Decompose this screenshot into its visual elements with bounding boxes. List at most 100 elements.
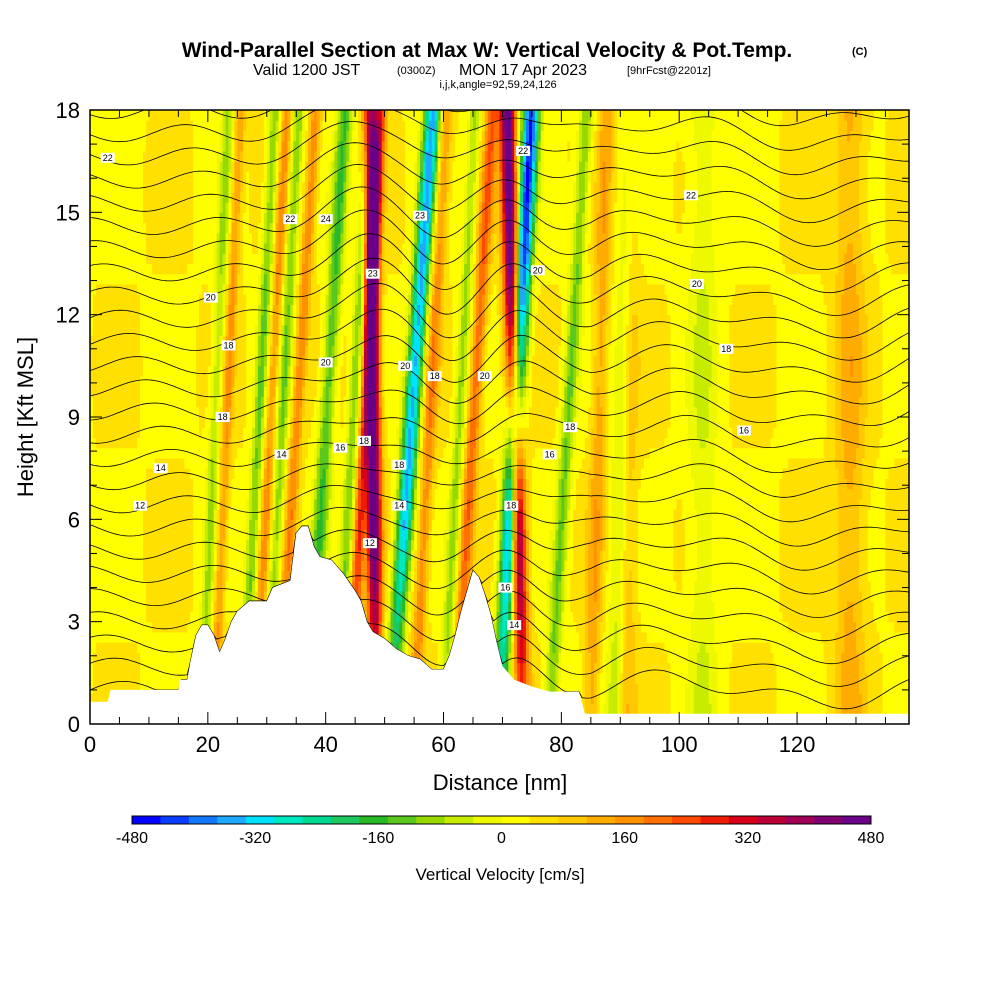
velocity-cell <box>266 498 271 510</box>
velocity-cell <box>119 457 123 469</box>
velocity-cell <box>213 570 218 582</box>
velocity-cell <box>92 498 97 510</box>
velocity-cell <box>284 314 288 326</box>
velocity-cell <box>322 498 327 510</box>
velocity-cell <box>122 539 126 551</box>
velocity-cell <box>134 621 138 633</box>
velocity-cell <box>231 580 235 592</box>
velocity-cell <box>296 120 300 131</box>
velocity-cell <box>225 243 229 254</box>
velocity-cell <box>140 591 144 602</box>
velocity-cell <box>140 611 144 623</box>
velocity-cell <box>92 509 97 520</box>
velocity-cell <box>225 181 229 193</box>
velocity-cell <box>113 509 118 520</box>
velocity-cell <box>101 611 106 623</box>
velocity-cell <box>222 355 227 367</box>
velocity-cell <box>178 672 182 684</box>
velocity-cell <box>184 662 188 674</box>
velocity-cell <box>257 519 262 531</box>
velocity-cell <box>134 365 138 377</box>
velocity-cell <box>207 621 212 633</box>
velocity-cell <box>255 345 259 357</box>
velocity-cell <box>216 642 221 653</box>
velocity-cell <box>269 150 274 162</box>
velocity-cell <box>260 191 265 203</box>
velocity-cell <box>190 601 194 612</box>
velocity-cell <box>172 652 176 664</box>
velocity-cell <box>160 304 165 316</box>
velocity-cell <box>272 488 277 500</box>
velocity-cell <box>163 171 168 183</box>
velocity-cell <box>199 396 203 408</box>
velocity-cell <box>237 417 241 428</box>
velocity-cell <box>281 222 285 234</box>
velocity-cell <box>263 202 268 213</box>
velocity-cell <box>131 212 135 224</box>
velocity-cell <box>207 376 212 387</box>
velocity-cell <box>219 171 224 183</box>
velocity-cell <box>90 693 94 705</box>
velocity-cell <box>213 355 218 367</box>
velocity-cell <box>225 488 229 500</box>
velocity-cell <box>302 376 306 387</box>
velocity-cell <box>128 550 132 561</box>
velocity-cell <box>125 396 129 408</box>
velocity-cell <box>299 457 303 469</box>
velocity-cell <box>181 345 185 357</box>
velocity-cell <box>240 376 244 387</box>
velocity-cell <box>222 519 227 531</box>
velocity-cell <box>122 591 126 602</box>
velocity-cell <box>299 140 303 152</box>
velocity-cell <box>246 294 250 305</box>
velocity-cell <box>266 560 271 572</box>
velocity-cell <box>213 437 218 449</box>
velocity-cell <box>201 130 206 142</box>
velocity-cell <box>134 130 138 142</box>
velocity-cell <box>210 601 215 612</box>
velocity-cell <box>166 539 171 551</box>
velocity-cell <box>204 110 209 121</box>
velocity-cell <box>90 120 94 131</box>
velocity-cell <box>169 140 173 152</box>
velocity-cell <box>163 529 168 541</box>
velocity-cell <box>169 550 173 561</box>
velocity-cell <box>163 417 168 428</box>
velocity-cell <box>128 376 132 387</box>
velocity-cell <box>207 365 212 377</box>
velocity-cell <box>101 181 106 193</box>
velocity-cell <box>231 427 235 438</box>
velocity-cell <box>207 191 212 203</box>
velocity-cell <box>104 519 109 531</box>
velocity-cell <box>278 150 282 162</box>
velocity-cell <box>110 591 115 602</box>
velocity-cell <box>187 314 191 326</box>
velocity-cell <box>201 273 206 285</box>
velocity-cell <box>293 273 297 285</box>
velocity-cell <box>199 314 203 326</box>
velocity-cell <box>228 243 232 254</box>
velocity-cell <box>299 396 303 408</box>
velocity-cell <box>328 427 333 438</box>
velocity-cell <box>216 611 221 623</box>
velocity-cell <box>231 468 235 479</box>
velocity-cell <box>246 130 250 142</box>
velocity-cell <box>181 314 185 326</box>
velocity-cell <box>140 365 144 377</box>
velocity-cell <box>257 468 262 479</box>
velocity-cell <box>296 437 300 449</box>
velocity-cell <box>257 324 262 336</box>
velocity-cell <box>260 591 265 602</box>
velocity-cell <box>125 417 129 428</box>
velocity-cell <box>225 304 229 316</box>
velocity-cell <box>243 232 247 244</box>
velocity-cell <box>246 171 250 183</box>
velocity-cell <box>140 222 144 234</box>
velocity-cell <box>299 243 303 254</box>
velocity-cell <box>322 243 327 254</box>
velocity-cell <box>169 120 173 131</box>
velocity-cell <box>225 498 229 510</box>
velocity-cell <box>322 457 327 469</box>
velocity-cell <box>287 284 291 295</box>
velocity-cell <box>187 222 191 234</box>
